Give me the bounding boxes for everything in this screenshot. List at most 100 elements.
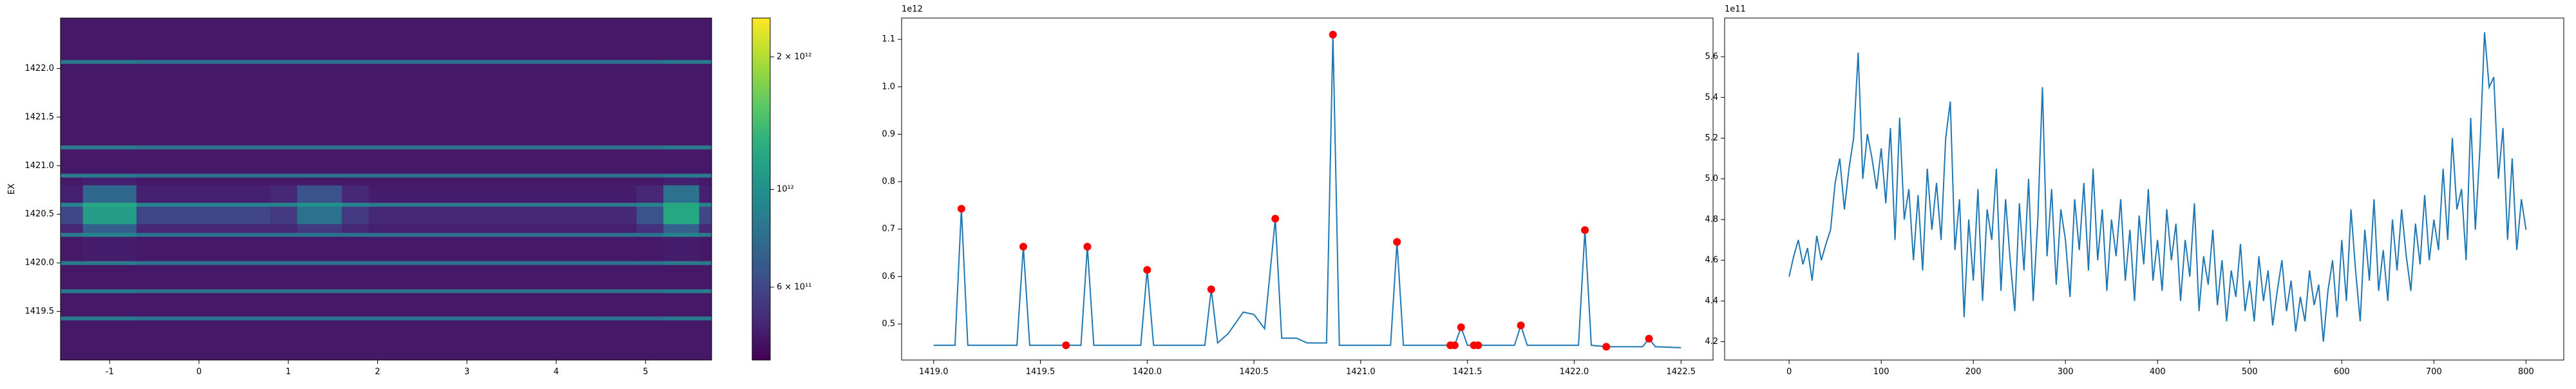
peak-marker [1207,285,1215,294]
peak-marker [1517,321,1525,330]
x-tick-label: 5 [643,367,648,377]
heatmap-cell [82,223,137,233]
heatmap-cell [136,149,271,174]
heatmap-cell [61,63,84,146]
heatmap-cell [297,177,343,185]
x-tick-label: 1421.5 [1453,367,1482,377]
heatmap-cell [136,261,271,265]
y-axis-label: EX [7,184,17,194]
heatmap-cell [136,59,271,64]
heatmap-cell [61,173,84,178]
y-tick-label: 4.4 [1705,296,1718,306]
peak-marker [1271,214,1280,223]
x-tick-label: 1419.5 [1026,367,1056,377]
y-tick-label: 1.1 [882,35,895,44]
heatmap-cell [136,223,271,233]
heatmap-cell [297,149,343,174]
heatmap-cell [61,202,84,207]
y-tick-label: 1420.0 [25,258,55,268]
heatmap-cell [699,63,712,146]
colorbar-tick-label: 2 × 10¹² [777,52,811,62]
heatmap-cell [636,236,664,261]
heatmap-cell [136,289,271,294]
heatmap-cell [136,320,271,361]
x-tick-label: 300 [2058,367,2074,377]
heatmap-cell [61,320,84,361]
heatmap-cell [663,202,700,207]
heatmap-cell [699,202,712,207]
heatmap-cell [368,145,638,149]
heatmap-cell [61,145,84,149]
heatmap-cell [61,292,84,317]
heatmap-cell [341,236,369,261]
heatmap-cell [270,177,298,185]
heatmap-cell [699,173,712,178]
heatmap-cell [136,173,271,178]
heatmap-cell [61,223,84,233]
y-tick-label: 5.6 [1705,52,1718,62]
x-tick-label: -1 [106,367,114,377]
heatmap-cell [297,320,343,361]
x-tick-label: 0 [196,367,202,377]
heatmap-cell [297,63,343,146]
heatmap-cell [368,289,638,294]
heatmap-cell [61,232,84,237]
heatmap-cell [368,223,638,233]
x-tick-label: 2 [375,367,380,377]
y-tick-label: 0.9 [882,129,895,139]
heatmap-cell [270,236,298,261]
heatmap-cell [270,149,298,174]
heatmap-cell [636,265,664,290]
heatmap-cell [636,59,664,64]
heatmap-cell [297,232,343,237]
heatmap-cell [663,320,700,361]
x-tick-label: 1 [286,367,291,377]
heatmap-cell [270,265,298,290]
heatmap-cell [270,316,298,321]
heatmap-cell [368,265,638,290]
heatmap-cell [663,236,700,261]
heatmap-cell [368,185,638,203]
heatmap-cell [270,320,298,361]
heatmap-cell [270,59,298,64]
heatmap-cell [61,206,84,225]
heatmap-cell [136,63,271,146]
heatmap-cell [663,292,700,317]
heatmap-cell [341,173,369,178]
heatmap-cell [341,206,369,225]
heatmap-cell [61,261,84,265]
heatmap-cell [82,236,137,261]
heatmap-cell [368,59,638,64]
heatmap-cell [368,149,638,174]
heatmap-cell [663,261,700,265]
heatmap-cell [699,261,712,265]
heatmap-cell [663,177,700,185]
y-tick-label: 5.2 [1705,133,1718,143]
heatmap-cell [82,292,137,317]
x-tick-label: 1420.0 [1133,367,1162,377]
peak-marker [1393,238,1401,246]
heatmap-cell [663,223,700,233]
heatmap-cell [636,206,664,225]
heatmap-cell [341,223,369,233]
heatmap-cell [699,185,712,203]
heatmap-cell [297,289,343,294]
colorbar [752,17,771,361]
heatmap-cell [341,289,369,294]
x-tick-label: 700 [2426,367,2442,377]
offset-text: 1e11 [1725,5,1746,14]
heatmap-cell [663,232,700,237]
peak-marker [1645,334,1653,343]
heatmap-cell [61,59,84,64]
heatmap-cell [297,173,343,178]
heatmap-cell [270,261,298,265]
heatmap-cell [341,265,369,290]
heatmap-cell [663,173,700,178]
heatmap-cell [61,185,84,203]
heatmap-cell [61,236,84,261]
heatmap-cell [297,261,343,265]
x-tick-label: 1422.5 [1667,367,1696,377]
heatmap-cell [699,232,712,237]
heatmap-cell [82,177,137,185]
